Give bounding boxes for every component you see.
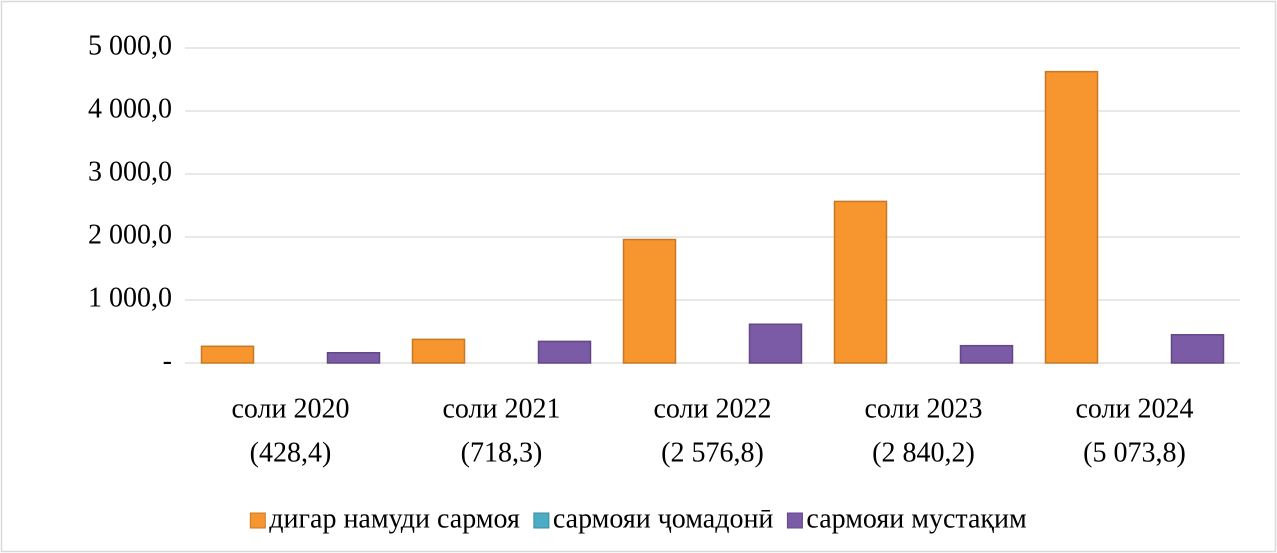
bar [411,338,466,364]
legend-item: сармояи мустақим [786,503,1027,534]
x-tick-label: (428,4) [250,437,332,468]
bar [537,340,592,364]
legend-item: сармояи ҷомадонӣ [533,503,774,534]
bar [1170,334,1225,364]
y-tick-label: 3 000,0 [88,156,172,187]
legend-swatch [249,512,266,529]
x-tick-label: (5 073,8) [1083,437,1186,468]
legend-label: дигар намуди сармоя [269,503,520,534]
y-tick-label: 4 000,0 [88,93,172,124]
bar [622,238,677,364]
legend-swatch [786,512,803,529]
legend-label: сармояи мустақим [806,503,1027,534]
y-tick-label: 1 000,0 [88,282,172,313]
x-tick-label: соли 2022 [653,393,771,424]
x-tick-label: соли 2023 [864,393,982,424]
legend-item: дигар намуди сармоя [249,503,520,534]
x-tick-label: соли 2024 [1075,393,1193,424]
x-tick-label: (2 840,2) [872,437,975,468]
legend-label: сармояи ҷомадонӣ [553,503,774,534]
x-tick-label: соли 2021 [442,393,560,424]
legend-swatch [533,512,550,529]
x-tick-label: (718,3) [461,437,543,468]
bar [326,351,381,364]
y-tick-label: 2 000,0 [88,219,172,250]
bar [748,323,803,364]
y-tick-label: 5 000,0 [88,30,172,61]
x-tick-label: соли 2020 [231,393,349,424]
bar [959,344,1014,364]
bar [1044,70,1099,364]
y-tick-label: - [163,345,172,376]
bar [200,345,255,364]
bar [833,200,888,364]
x-tick-label: (2 576,8) [661,437,764,468]
